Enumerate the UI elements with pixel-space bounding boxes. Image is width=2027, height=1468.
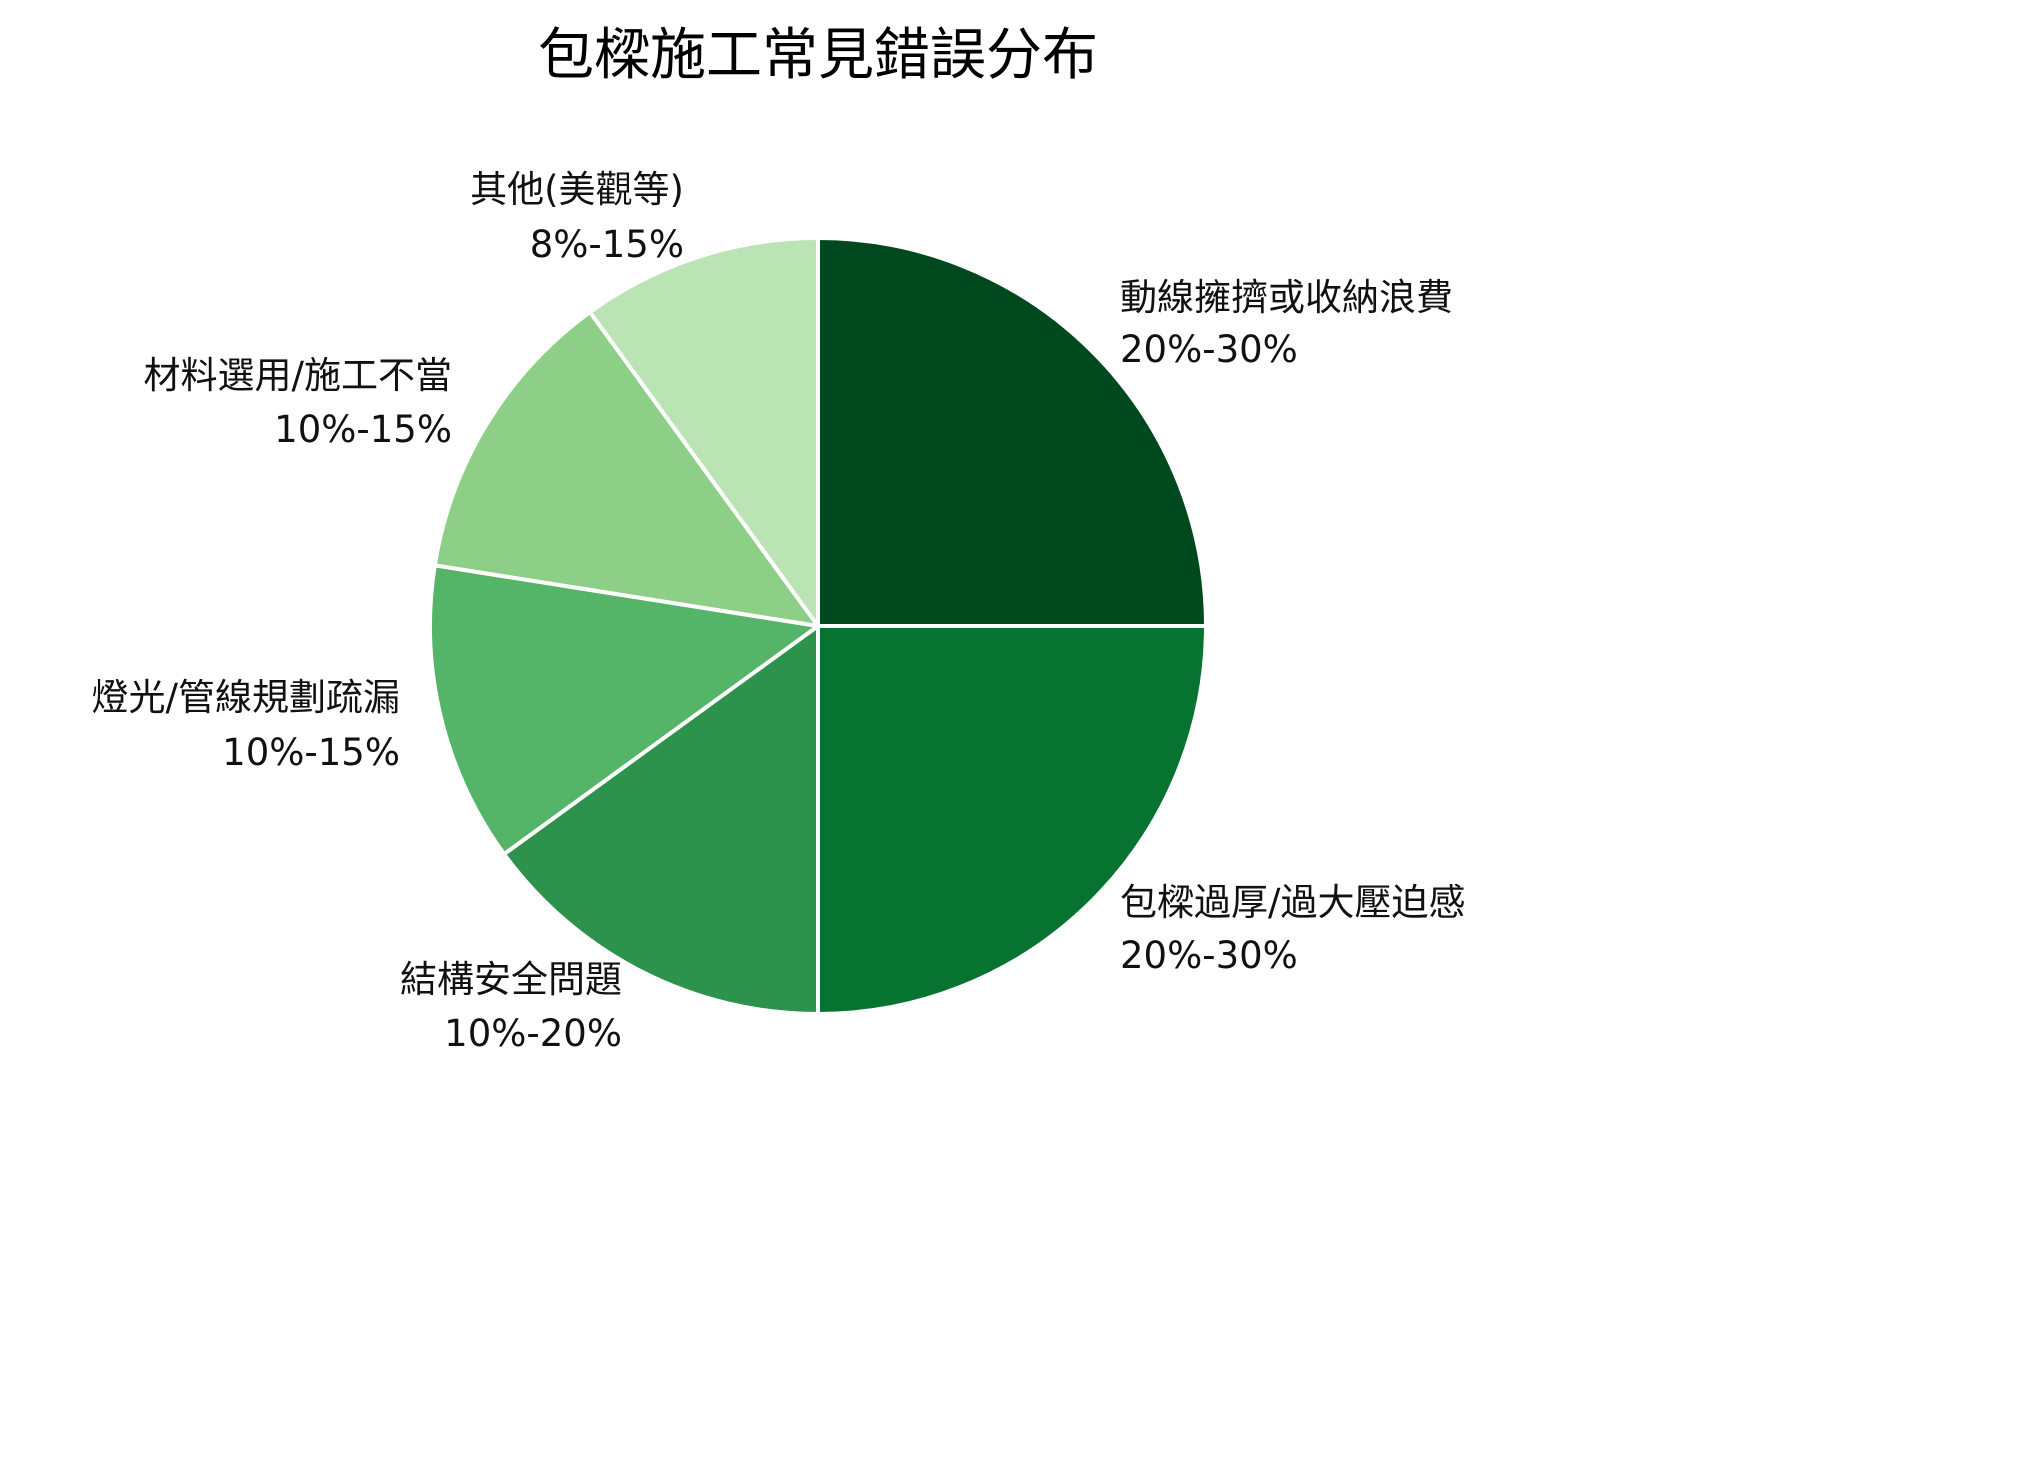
pie-slice-6 xyxy=(587,236,820,628)
slice-range-label-4: 10%-15% xyxy=(222,731,400,774)
slice-range-label-5: 10%-15% xyxy=(274,408,452,451)
pie-slice-5 xyxy=(432,310,820,628)
slice-label-5: 材料選用/施工不當 xyxy=(144,354,452,397)
pie-slice-3 xyxy=(502,624,820,1016)
slice-range-label-3: 10%-20% xyxy=(444,1012,622,1055)
pie-slice-4 xyxy=(428,563,820,857)
pie-slice-2 xyxy=(816,624,1208,1016)
slice-label-2: 包樑過厚/過大壓迫感 xyxy=(1120,881,1465,924)
slice-range-label-1: 20%-30% xyxy=(1120,328,1298,371)
pie-labels: 動線擁擠或收納浪費 20%-30% 包樑過厚/過大壓迫感 20%-30% 結構安全問題 1… xyxy=(92,168,1466,1055)
chart-title: 包樑施工常見錯誤分布 xyxy=(538,23,1098,88)
pie-slices xyxy=(428,236,1208,1016)
pie-slice-1 xyxy=(816,236,1208,628)
slice-range-label-2: 20%-30% xyxy=(1120,934,1298,977)
slice-label-6: 其他(美觀等) xyxy=(470,168,684,211)
slice-label-4: 燈光/管線規劃疏漏 xyxy=(92,676,400,719)
slice-label-3: 結構安全問題 xyxy=(400,958,622,1001)
slice-range-label-6: 8%-15% xyxy=(530,223,684,266)
pie-chart: 包樑施工常見錯誤分布 動線擁擠或收納浪費 20%-30% 包樑過厚/過大壓迫感 20%… xyxy=(92,23,1466,1055)
slice-label-1: 動線擁擠或收納浪費 xyxy=(1120,276,1453,319)
